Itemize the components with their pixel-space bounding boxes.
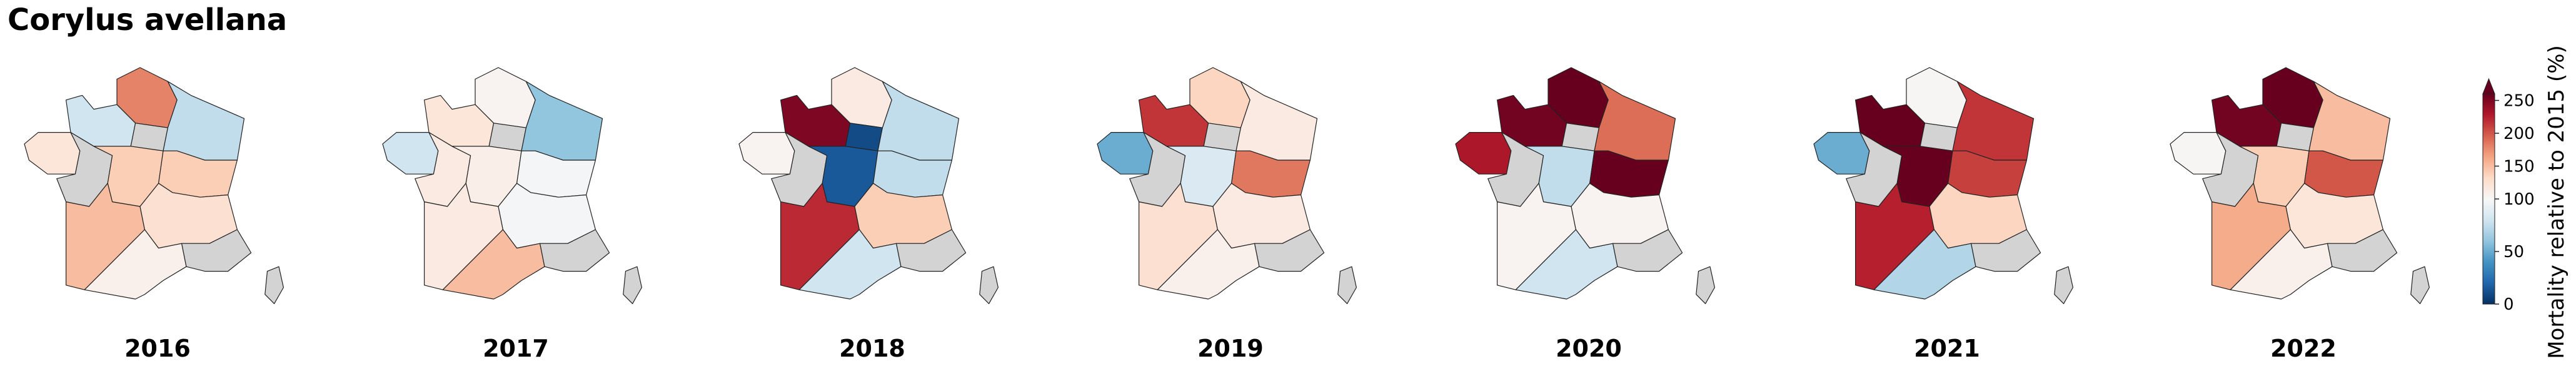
region <box>2308 81 2391 161</box>
region <box>84 229 187 300</box>
colorbar-tick-label: 50 <box>2503 243 2524 262</box>
map-year-label: 2018 <box>839 335 905 362</box>
colorbar-extend <box>2482 78 2495 94</box>
colorbar-tick-label: 200 <box>2503 125 2535 143</box>
map-panel <box>1813 67 2073 304</box>
region <box>2327 229 2398 272</box>
region <box>1254 229 1325 272</box>
region <box>2054 266 2073 304</box>
region <box>1873 229 1976 300</box>
map-panel <box>2170 67 2430 304</box>
map-panel <box>24 67 284 304</box>
map-year-label: 2020 <box>1556 335 1622 362</box>
region <box>540 229 610 272</box>
map-year-label: 2021 <box>1914 335 1980 362</box>
region <box>979 266 999 304</box>
map-panel <box>738 67 999 304</box>
region <box>521 81 603 161</box>
region <box>1337 266 1357 304</box>
map-year-label: 2016 <box>124 335 191 362</box>
region <box>1235 81 1318 161</box>
region <box>2170 132 2226 175</box>
region <box>442 229 545 300</box>
region <box>1515 229 1618 300</box>
region <box>1696 266 1715 304</box>
region <box>1971 229 2041 272</box>
map-panel <box>1455 67 1715 304</box>
region <box>1594 81 1676 161</box>
region <box>264 266 284 304</box>
region <box>2410 266 2430 304</box>
region <box>2230 229 2333 300</box>
region <box>181 229 252 272</box>
colorbar <box>2482 93 2495 305</box>
region <box>896 229 967 272</box>
region <box>1613 229 1683 272</box>
region <box>877 81 960 161</box>
colorbar-tick-label: 150 <box>2503 158 2535 176</box>
region <box>738 132 795 175</box>
colorbar-label: Mortality relative to 2015 (%) <box>2544 45 2569 359</box>
colorbar-tick-label: 0 <box>2503 295 2514 314</box>
colorbar-tick-label: 250 <box>2503 92 2535 111</box>
region <box>382 132 439 175</box>
map-panel <box>1097 67 1357 304</box>
map-year-label: 2022 <box>2270 335 2337 362</box>
map-panel <box>382 67 642 304</box>
map-year-label: 2017 <box>483 335 549 362</box>
region <box>163 81 245 161</box>
region <box>798 229 902 300</box>
colorbar-tick-label: 100 <box>2503 190 2535 209</box>
map-year-label: 2019 <box>1197 335 1264 362</box>
region <box>1157 229 1260 300</box>
region <box>24 132 81 175</box>
figure-title: Corylus avellana <box>8 3 287 38</box>
region <box>1813 132 1870 175</box>
region <box>1952 81 2035 161</box>
region <box>1097 132 1154 175</box>
region <box>623 266 642 304</box>
region <box>1455 132 1512 175</box>
